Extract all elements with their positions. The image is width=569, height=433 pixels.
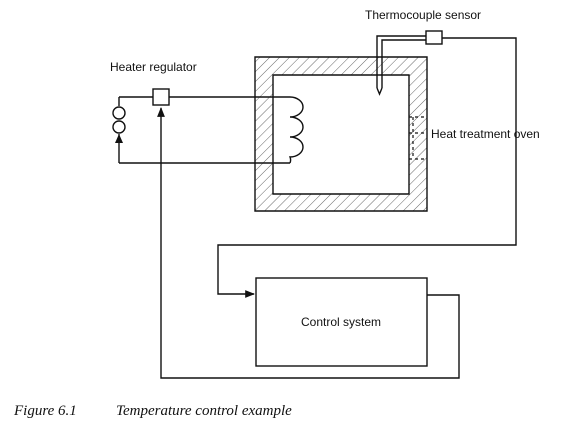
control-system-label: Control system — [301, 315, 381, 329]
oven-wall — [254, 56, 428, 212]
current-arrow — [115, 134, 123, 143]
heating-coil — [273, 96, 304, 164]
oven-door — [409, 116, 427, 160]
power-source-icon — [112, 106, 126, 134]
figure-number: Figure 6.1 — [13, 403, 77, 419]
heat-treatment-oven-label: Heat treatment oven — [431, 127, 540, 141]
thermocouple-sensor-box — [425, 30, 443, 45]
heater-circuit — [115, 96, 273, 164]
thermocouple-sensor-label: Thermocouple sensor — [365, 8, 481, 22]
heater-regulator-label: Heater regulator — [110, 60, 197, 74]
heater-regulator-box — [152, 88, 170, 106]
thermocouple-probe — [376, 35, 426, 96]
control-output-wire — [157, 107, 460, 379]
sensor-signal-wire — [217, 37, 517, 298]
control-system-box — [255, 277, 428, 367]
oven — [254, 56, 428, 212]
figure-caption: Temperature control example — [116, 403, 292, 419]
